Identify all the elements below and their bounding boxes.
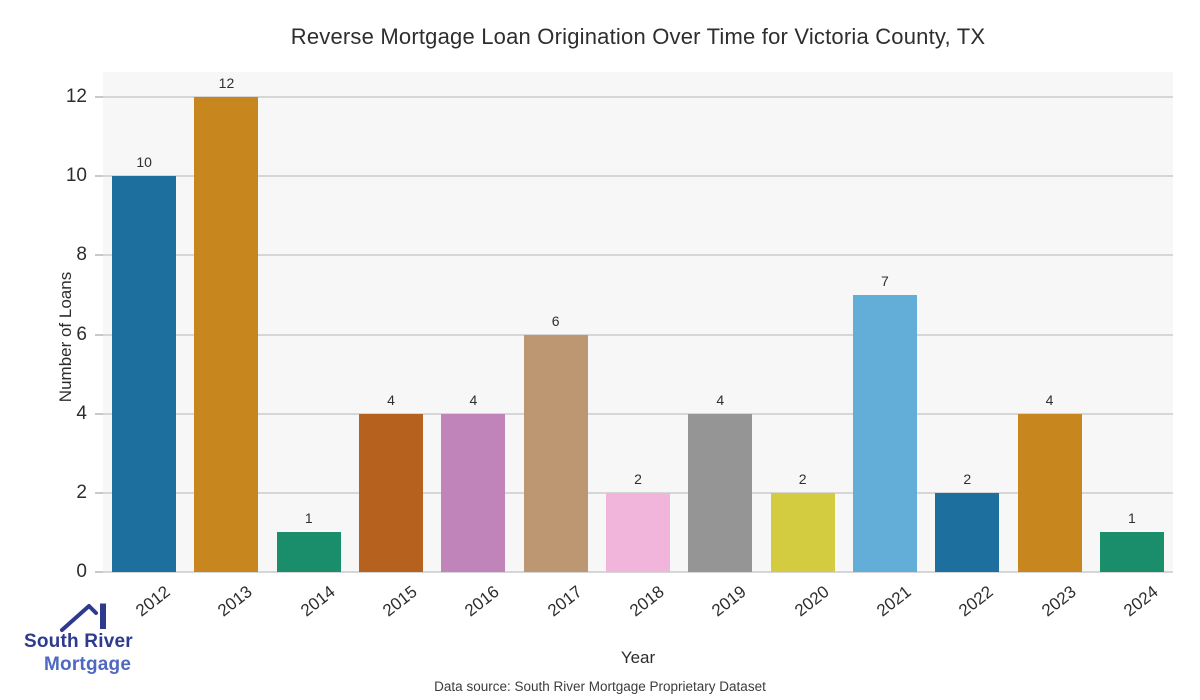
x-tick-label-2023: 2023 xyxy=(1037,582,1080,621)
gridline-y-4 xyxy=(103,412,1173,415)
logo-text-line1: South River xyxy=(24,631,133,652)
bar-2016 xyxy=(441,413,506,572)
x-tick-label-2020: 2020 xyxy=(790,582,833,621)
bar-2013 xyxy=(194,97,259,572)
y-tick-label-0: 0 xyxy=(76,561,87,582)
bar-value-label-2022: 2 xyxy=(963,470,972,487)
bar-2012 xyxy=(112,176,177,572)
bar-2018 xyxy=(606,492,670,572)
y-tick-mark-12 xyxy=(95,96,103,98)
bar-2017 xyxy=(523,334,588,572)
bar-2021 xyxy=(852,294,917,572)
bar-2015 xyxy=(359,413,424,572)
y-tick-label-4: 4 xyxy=(76,402,87,424)
gridline-y-6 xyxy=(103,333,1173,336)
y-tick-mark-0 xyxy=(95,571,103,573)
bar-value-label-2012: 10 xyxy=(136,154,152,171)
bar-2019 xyxy=(688,413,753,572)
x-tick-label-2022: 2022 xyxy=(955,582,997,621)
chart-title: Reverse Mortgage Loan Origination Over T… xyxy=(290,24,986,49)
gridline-y-10 xyxy=(103,175,1173,178)
bar-value-label-2020: 2 xyxy=(798,470,807,487)
bar-value-label-2023: 4 xyxy=(1045,391,1054,408)
logo-text-line2: Mortgage xyxy=(44,654,132,675)
bar-2024 xyxy=(1099,532,1164,572)
x-tick-label-2018: 2018 xyxy=(626,582,668,621)
y-tick-label-8: 8 xyxy=(76,244,87,266)
data-source-note: Data source: South River Mortgage Propri… xyxy=(434,679,766,694)
x-tick-label-2021: 2021 xyxy=(873,582,915,621)
y-tick-mark-6 xyxy=(95,333,103,336)
south-river-mortgage-logo: South River Mortgage xyxy=(18,597,158,676)
house-roof-icon xyxy=(60,603,106,632)
gridline-y-0 xyxy=(103,571,1173,573)
bar-2023 xyxy=(1017,413,1082,572)
x-tick-label-2024: 2024 xyxy=(1120,582,1162,621)
y-tick-mark-10 xyxy=(95,175,103,178)
bar-value-label-2017: 6 xyxy=(551,312,560,329)
y-tick-label-10: 10 xyxy=(65,165,87,187)
x-tick-label-2015: 2015 xyxy=(379,582,421,621)
y-tick-mark-8 xyxy=(95,254,103,257)
bar-value-label-2019: 4 xyxy=(716,391,725,408)
y-tick-label-12: 12 xyxy=(65,86,87,107)
y-tick-label-6: 6 xyxy=(76,323,87,345)
y-tick-mark-4 xyxy=(95,412,103,415)
plot-area: Number of Loans 0 2 4 6 8 10 12 10 2012 12 2013 1 20… xyxy=(56,72,1173,620)
bar-value-label-2024: 1 xyxy=(1127,510,1136,527)
x-tick-label-2014: 2014 xyxy=(296,582,339,621)
bar-value-label-2015: 4 xyxy=(387,391,395,408)
x-tick-label-2013: 2013 xyxy=(214,582,257,621)
bar-2020 xyxy=(770,492,835,572)
x-tick-label-2017: 2017 xyxy=(543,582,586,621)
x-tick-label-2016: 2016 xyxy=(461,582,504,621)
x-tick-label-2019: 2019 xyxy=(708,582,750,621)
y-tick-mark-2 xyxy=(95,491,103,494)
bar-value-label-2016: 4 xyxy=(469,391,478,408)
bar-value-label-2021: 7 xyxy=(881,272,889,289)
bar-value-label-2014: 1 xyxy=(304,510,313,527)
bar-value-label-2018: 2 xyxy=(634,470,642,487)
bar-2014 xyxy=(276,532,341,572)
y-tick-label-2: 2 xyxy=(76,481,87,503)
bar-value-label-2013: 12 xyxy=(218,75,235,91)
gridline-y-12 xyxy=(103,96,1173,98)
gridline-y-8 xyxy=(103,254,1173,257)
bar-2022 xyxy=(935,492,1000,572)
x-axis-title: Year xyxy=(620,648,656,667)
